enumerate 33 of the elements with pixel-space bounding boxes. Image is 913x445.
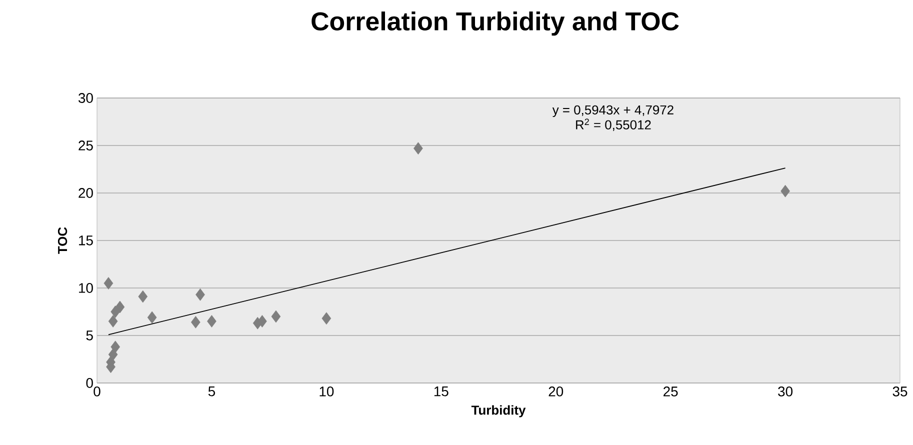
- x-tick-label: 35: [892, 386, 908, 396]
- x-tick-label: 25: [664, 386, 678, 396]
- chart-title: Correlation Turbidity and TOC: [312, 12, 679, 36]
- annotation: y = 0,5943x + 4,7972: [552, 105, 674, 118]
- annotation: R$^{2}$ = 0,55012: [576, 118, 651, 131]
- point: [147, 311, 157, 324]
- point: [138, 290, 148, 303]
- point: [258, 315, 267, 328]
- y-tick-label: 20: [78, 188, 93, 198]
- point: [110, 306, 120, 318]
- point: [196, 288, 205, 301]
- x-tick-label: 20: [548, 386, 564, 396]
- x-tick-label: 30: [778, 386, 793, 396]
- y-axis-title: TOC: [58, 227, 68, 254]
- y-tick-label: 15: [79, 236, 93, 246]
- point: [190, 316, 200, 328]
- y-tick-label: 25: [78, 140, 93, 150]
- y-tick-label: 0: [86, 378, 93, 388]
- point: [271, 310, 281, 323]
- x-tick-label: 0: [94, 386, 100, 396]
- point: [104, 277, 114, 290]
- point: [780, 184, 790, 198]
- x-tick-label: 10: [320, 386, 334, 396]
- point: [207, 315, 216, 328]
- y-tick-label: 10: [79, 283, 93, 293]
- x-axis-title: Turbidity: [471, 405, 526, 418]
- x-tick-label: 5: [208, 386, 216, 396]
- y-tick-label: 5: [86, 330, 93, 340]
- y-tick-label: 30: [78, 93, 93, 103]
- point: [108, 315, 118, 328]
- x-tick-label: 15: [434, 386, 448, 396]
- point: [414, 142, 423, 155]
- point: [322, 312, 332, 325]
